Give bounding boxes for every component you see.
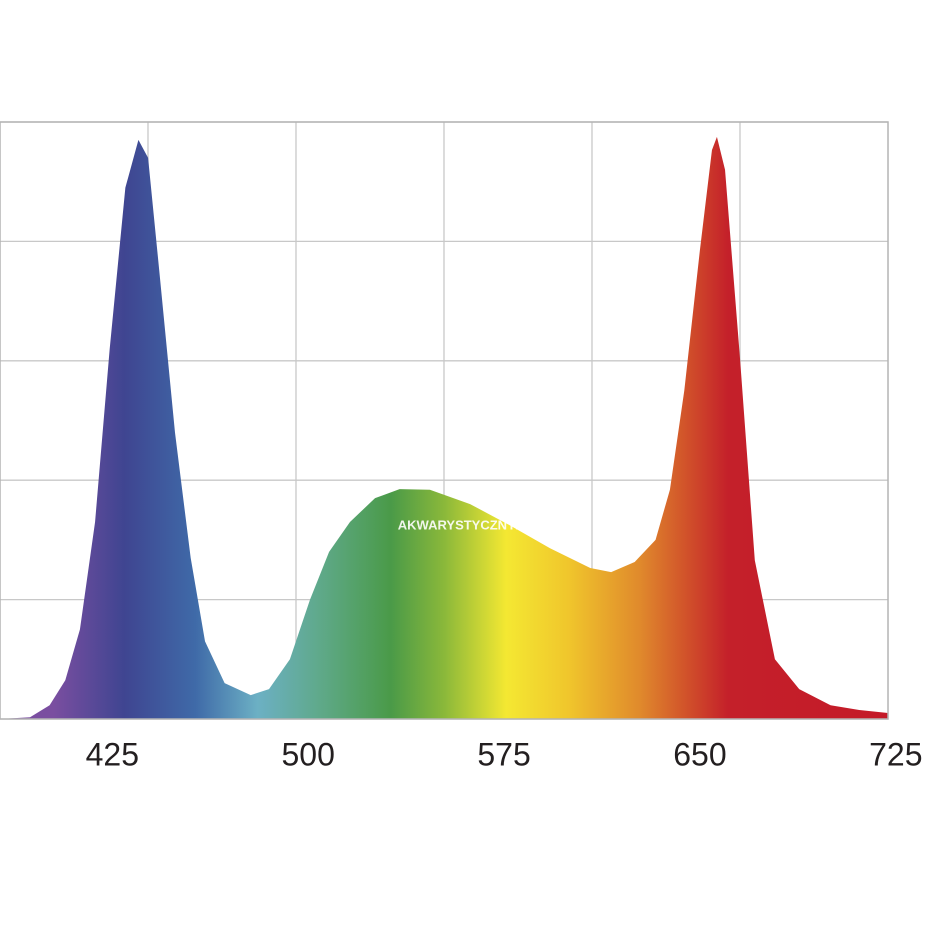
plot-frame [0,121,889,720]
watermark: AKWARYSTYCZNY24 [398,517,531,532]
x-tick-label: 425 [86,736,139,772]
plot [0,136,888,720]
x-tick-label: 725 [869,736,922,772]
x-tick-label: 650 [673,736,726,772]
spectrum-area [0,136,888,720]
x-tick-label: 575 [477,736,530,772]
x-axis: 425 500 575 650 725 [86,736,923,772]
x-tick-label: 500 [281,736,334,772]
